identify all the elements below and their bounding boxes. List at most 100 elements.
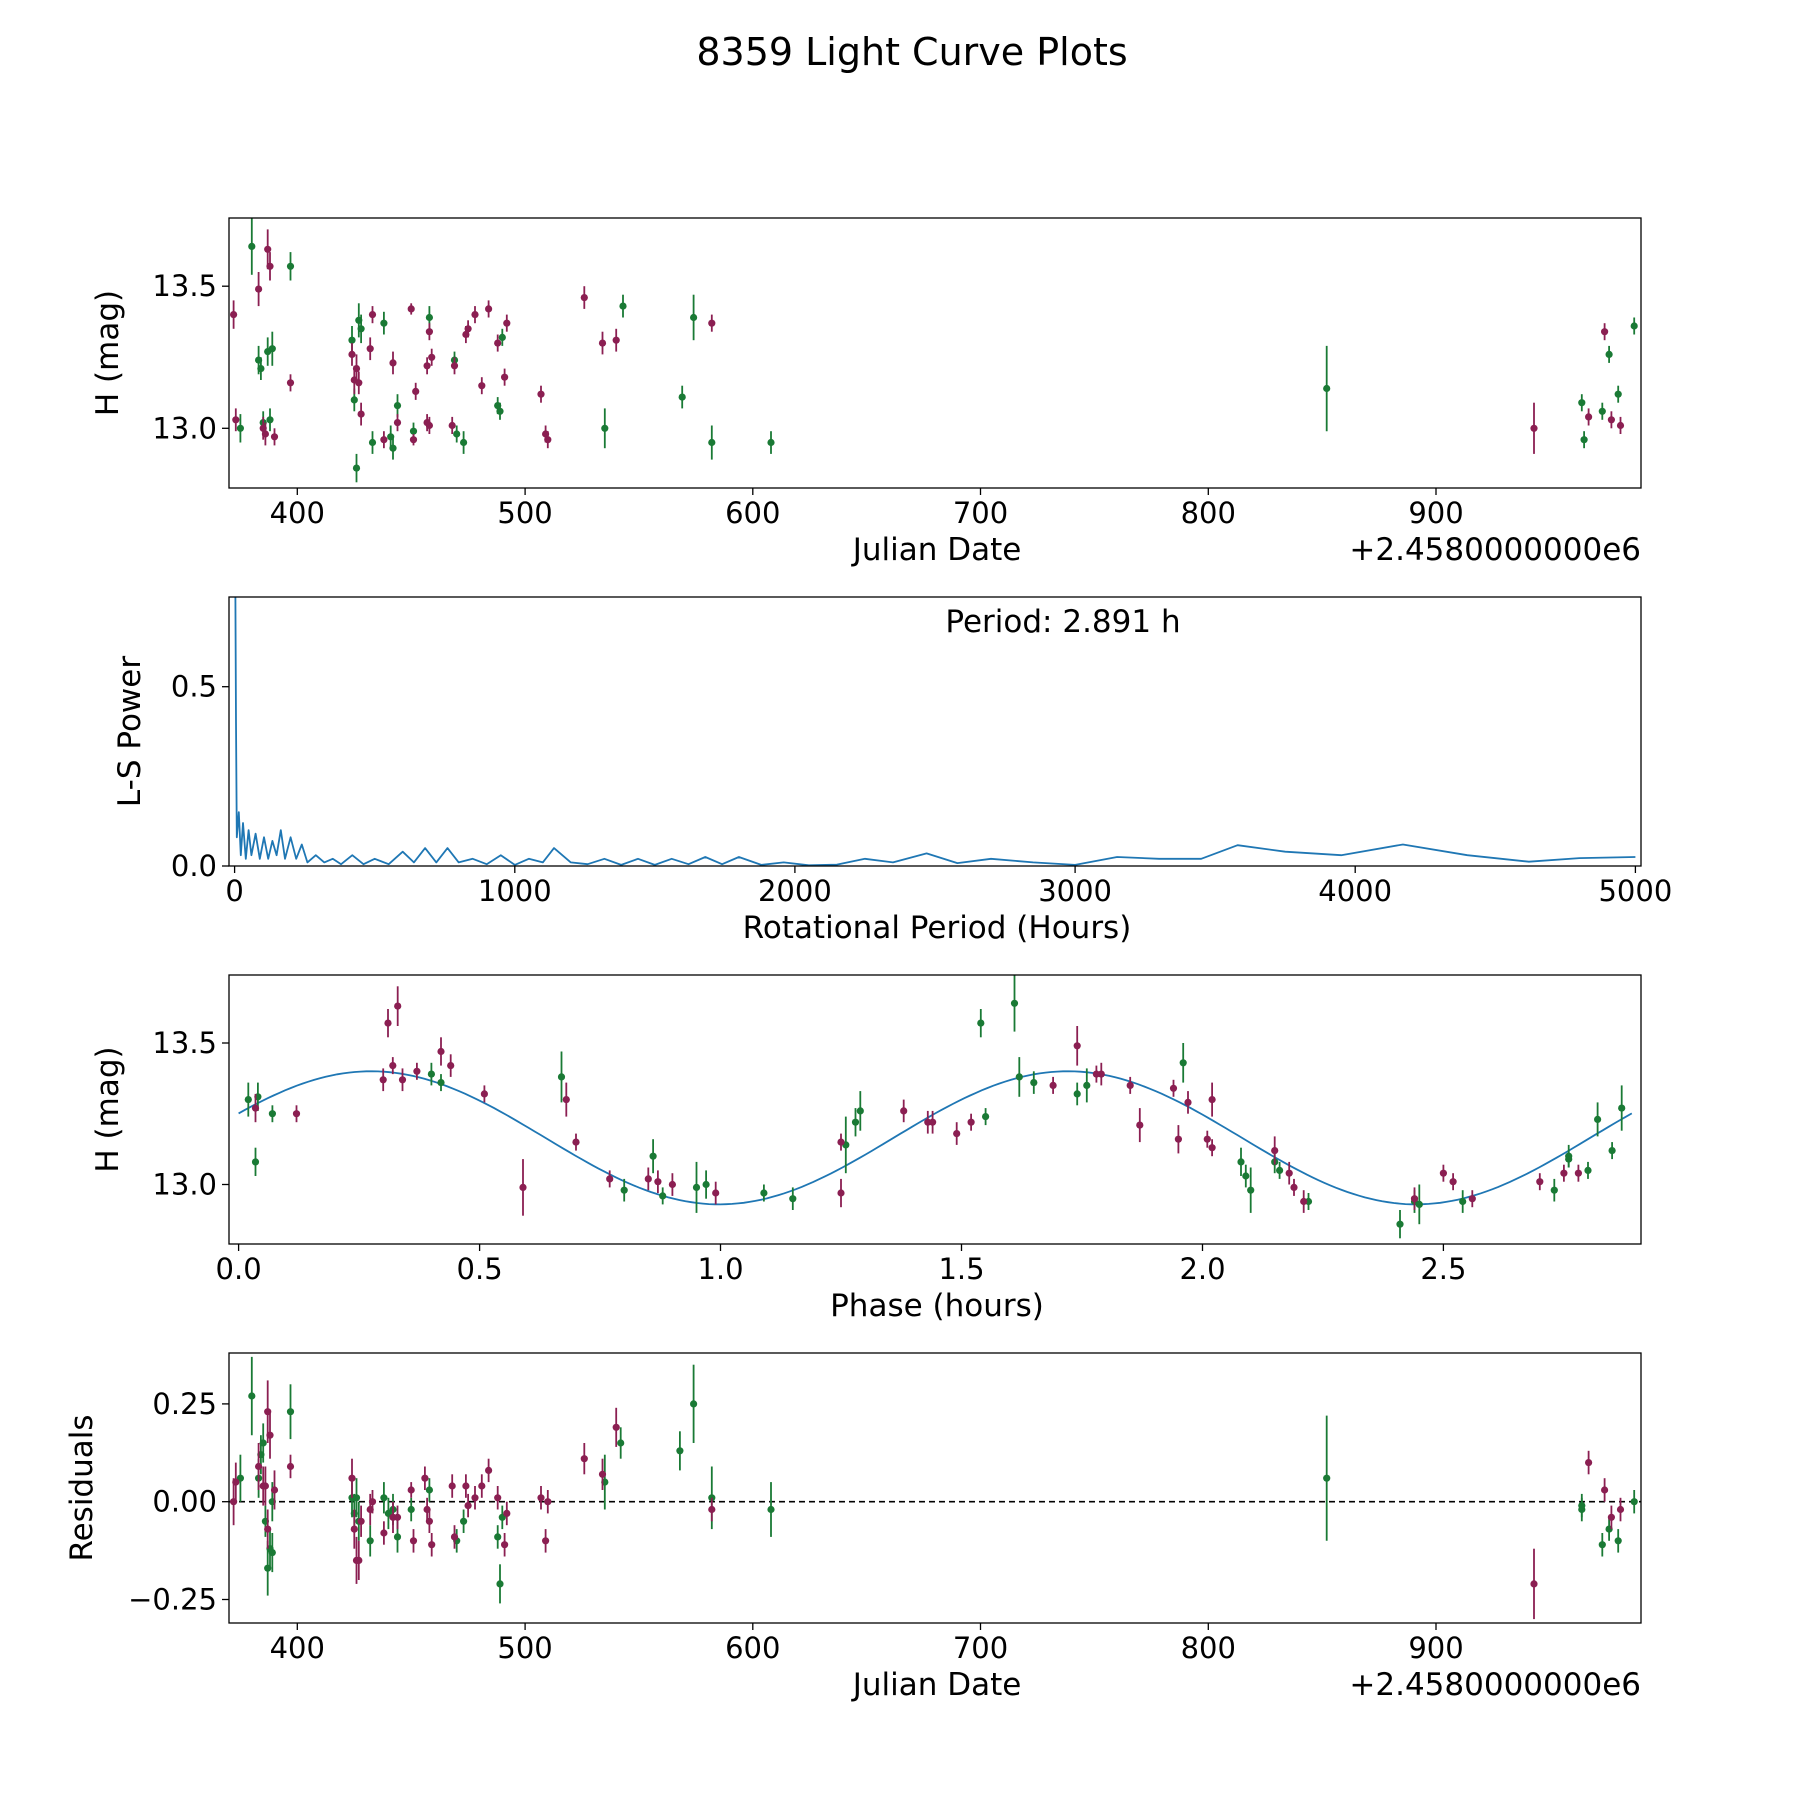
data-point-maroon (232, 1478, 240, 1486)
data-point-maroon (389, 359, 397, 367)
data-point-maroon (348, 1474, 356, 1482)
data-point-maroon (1530, 424, 1538, 432)
data-point-maroon (542, 1537, 550, 1545)
data-point-maroon (1607, 416, 1615, 424)
data-point-maroon (1049, 1081, 1057, 1089)
data-point-maroon (412, 387, 420, 395)
data-point-green (425, 1486, 433, 1494)
data-point-green (1578, 1505, 1586, 1514)
data-point-maroon (644, 1175, 652, 1183)
data-point-green (977, 1019, 985, 1027)
data-point-maroon (394, 1002, 402, 1010)
data-point-green (617, 1439, 625, 1447)
data-point-green (496, 1580, 504, 1588)
x-tick-label: 400 (270, 496, 325, 530)
data-point-green (1630, 322, 1638, 330)
data-point-green (460, 1517, 468, 1525)
data-point-green (760, 1189, 768, 1197)
data-point-green (352, 464, 361, 472)
data-point-green (460, 438, 468, 447)
data-point-maroon (425, 328, 433, 336)
data-point-maroon (501, 1541, 509, 1549)
x-tick-label: 600 (725, 496, 780, 530)
data-point-maroon (1410, 1195, 1419, 1203)
data-point-green (856, 1107, 864, 1115)
data-point-green (1565, 1155, 1573, 1163)
data-point-green (380, 319, 388, 327)
data-point-maroon (261, 430, 269, 438)
data-point-maroon (251, 1104, 260, 1112)
data-point-maroon (348, 350, 356, 358)
data-point-maroon (407, 305, 415, 313)
y-axis-label: Residuals (64, 1414, 100, 1561)
data-point-maroon (519, 1183, 527, 1191)
data-point-maroon (352, 365, 361, 373)
data-point-maroon (612, 1423, 620, 1431)
y-tick-label: 13.0 (152, 1168, 217, 1202)
data-point-maroon (261, 1482, 269, 1490)
data-point-green (1396, 1220, 1404, 1228)
data-point-maroon (1607, 1513, 1615, 1521)
period-annotation: Period: 2.891 h (945, 604, 1180, 640)
data-point-green (494, 1533, 502, 1541)
data-point-maroon (357, 410, 365, 418)
figure-title: 8359 Light Curve Plots (696, 30, 1127, 74)
x-offset-label: +2.4580000000e6 (1349, 532, 1641, 568)
data-point-maroon (537, 390, 545, 398)
data-point-green (690, 313, 698, 322)
data-point-maroon (478, 1482, 486, 1490)
data-point-green (407, 1505, 415, 1514)
data-point-maroon (494, 339, 502, 347)
data-point-green (366, 1537, 374, 1545)
data-point-maroon (1184, 1098, 1192, 1106)
data-point-maroon (292, 1110, 301, 1118)
data-point-maroon (413, 1067, 421, 1075)
data-point-green (286, 262, 295, 270)
data-point-maroon (478, 382, 486, 390)
data-point-maroon (368, 311, 377, 319)
data-point-maroon (448, 1482, 456, 1490)
data-point-green (601, 424, 609, 432)
y-axis-label: H (mag) (90, 1046, 126, 1172)
data-point-maroon (712, 1189, 720, 1197)
data-point-maroon (398, 1076, 407, 1084)
data-point-green (789, 1195, 797, 1203)
data-point-maroon (1616, 421, 1625, 430)
data-point-maroon (503, 1509, 511, 1517)
data-point-maroon (1285, 1169, 1293, 1177)
data-point-green (348, 336, 356, 344)
data-point-green (380, 1494, 388, 1502)
data-point-maroon (1616, 1505, 1625, 1514)
x-tick-label: 500 (497, 1631, 552, 1665)
x-tick-label: 2000 (758, 874, 832, 908)
data-point-green (244, 1096, 252, 1104)
data-point-maroon (544, 436, 552, 444)
data-point-maroon (255, 285, 263, 293)
data-point-green (702, 1180, 710, 1189)
data-point-maroon (384, 1019, 392, 1027)
data-point-maroon (1174, 1135, 1182, 1143)
data-point-green (1010, 999, 1019, 1007)
x-tick-label: 700 (953, 496, 1008, 530)
data-point-maroon (544, 1498, 552, 1506)
data-point-green (692, 1183, 701, 1191)
y-tick-label: 0.25 (152, 1387, 217, 1421)
data-point-maroon (1290, 1183, 1298, 1191)
data-point-green (268, 1110, 276, 1118)
data-point-maroon (407, 1486, 415, 1494)
data-point-maroon (464, 325, 472, 333)
data-point-maroon (503, 319, 511, 327)
data-point-green (659, 1192, 667, 1200)
data-point-green (1614, 390, 1622, 398)
data-point-green (1237, 1158, 1245, 1166)
x-tick-label: 3000 (1038, 874, 1112, 908)
data-point-maroon (562, 1096, 570, 1104)
data-point-green (1550, 1186, 1558, 1194)
x-tick-label: 900 (1408, 1631, 1463, 1665)
data-point-maroon (900, 1107, 908, 1115)
fit-curve (238, 1070, 1633, 1206)
data-point-maroon (270, 1486, 279, 1494)
data-point-maroon (350, 1525, 358, 1533)
data-point-maroon (409, 1537, 418, 1545)
x-tick-label: 4000 (1318, 874, 1392, 908)
